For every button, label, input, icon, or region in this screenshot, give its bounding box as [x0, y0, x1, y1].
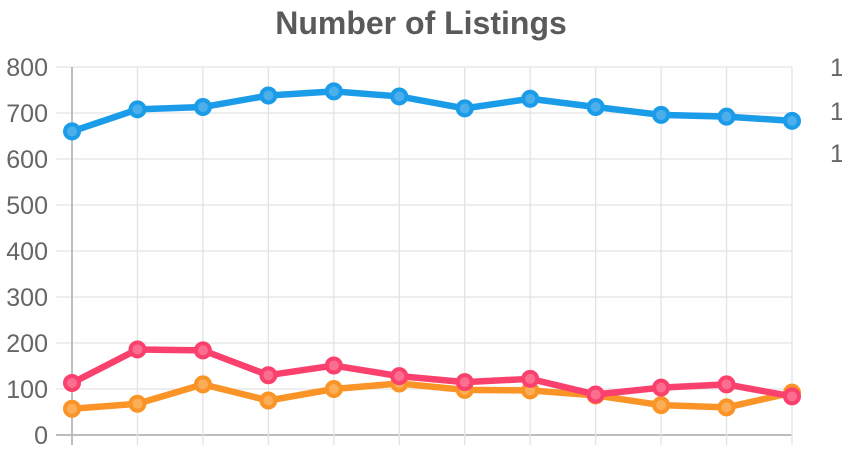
data-point-blue[interactable] [652, 105, 671, 124]
y-axis-tick-label: 200 [6, 330, 48, 358]
data-point-pink[interactable] [390, 367, 409, 386]
data-point-orange[interactable] [652, 396, 671, 415]
series-line-blue [68, 88, 796, 135]
data-point-orange[interactable] [63, 399, 81, 418]
series-line-pink [68, 346, 796, 400]
data-point-orange[interactable] [193, 375, 212, 394]
series-line-orange [68, 380, 796, 413]
right-y-axis-tick-label: 1 [830, 140, 842, 168]
y-axis-tick-label: 600 [6, 146, 48, 174]
data-point-blue[interactable] [717, 107, 736, 126]
data-point-pink[interactable] [455, 373, 474, 392]
y-axis-tick-label: 0 [34, 422, 48, 450]
data-point-blue[interactable] [128, 100, 147, 119]
data-point-pink[interactable] [717, 375, 736, 394]
data-point-pink[interactable] [63, 374, 81, 393]
chart-title: Number of Listings [275, 5, 567, 41]
right-y-axis-tick-label: 1 [830, 54, 842, 82]
y-axis-tick-label: 700 [6, 100, 48, 128]
data-point-pink[interactable] [521, 369, 540, 388]
data-point-orange[interactable] [717, 398, 736, 417]
data-point-orange[interactable] [324, 380, 343, 398]
data-point-blue[interactable] [259, 86, 278, 105]
data-point-blue[interactable] [193, 98, 212, 117]
data-point-pink[interactable] [652, 378, 671, 397]
y-axis-tick-label: 100 [6, 376, 48, 404]
data-point-orange[interactable] [128, 394, 147, 413]
data-point-pink[interactable] [193, 341, 212, 360]
y-axis-tick-label: 800 [6, 54, 48, 82]
data-point-pink[interactable] [128, 340, 147, 359]
data-point-pink[interactable] [259, 366, 278, 385]
y-axis-tick-label: 300 [6, 284, 48, 312]
data-point-blue[interactable] [63, 122, 81, 141]
data-point-blue[interactable] [390, 87, 409, 106]
data-point-orange[interactable] [259, 391, 278, 410]
data-point-blue[interactable] [783, 111, 801, 130]
data-point-blue[interactable] [586, 98, 605, 117]
data-point-pink[interactable] [586, 385, 605, 404]
y-axis-tick-label: 500 [6, 192, 48, 220]
data-point-blue[interactable] [521, 89, 540, 108]
right-y-axis-tick-label: 1 [830, 98, 842, 126]
data-point-blue[interactable] [455, 99, 474, 118]
data-point-blue[interactable] [324, 82, 343, 101]
y-axis-tick-label: 400 [6, 238, 48, 266]
data-point-pink[interactable] [783, 387, 801, 406]
data-point-pink[interactable] [324, 356, 343, 375]
